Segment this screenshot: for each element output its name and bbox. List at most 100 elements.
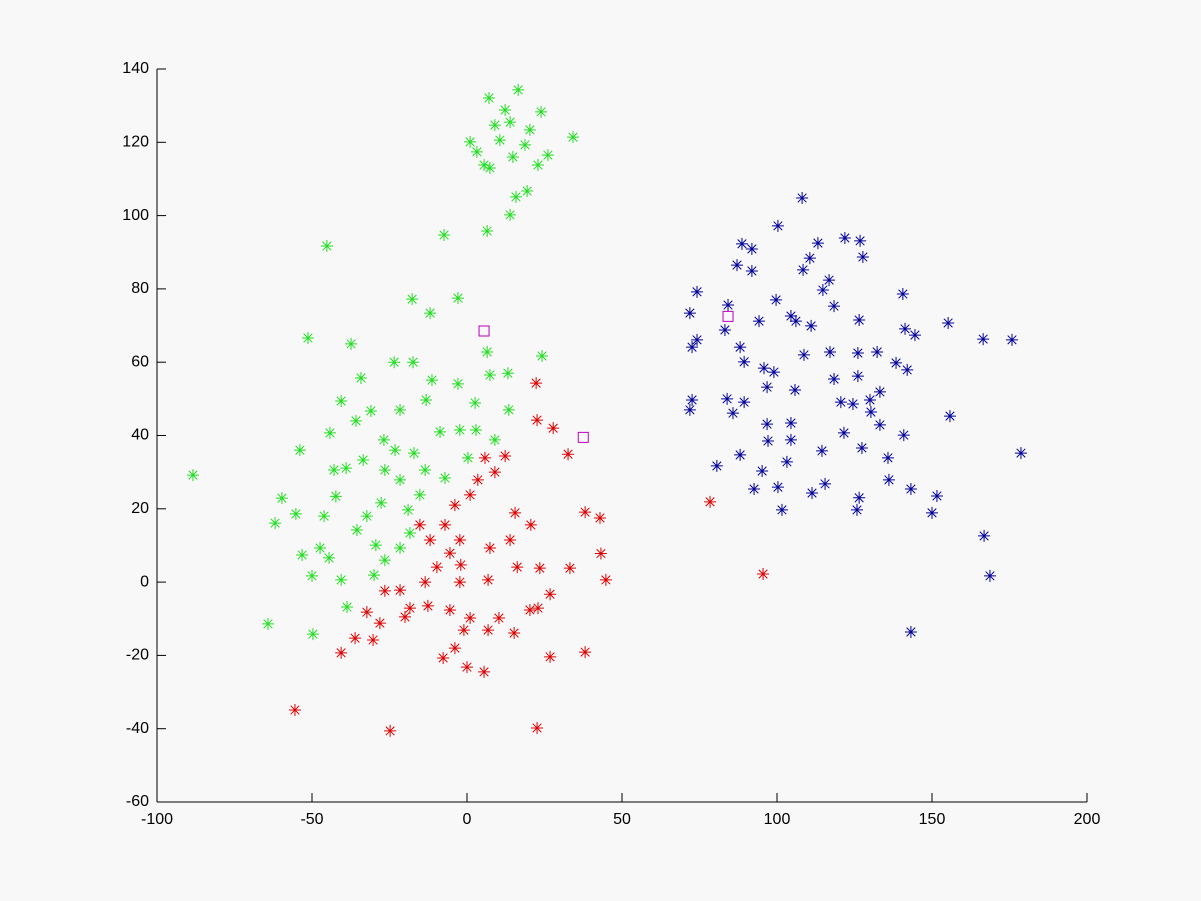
x-tick-label: 200 <box>1074 811 1101 828</box>
point <box>469 396 482 409</box>
point <box>704 495 717 508</box>
point <box>683 307 696 320</box>
point <box>745 264 758 277</box>
point <box>335 646 348 659</box>
point <box>438 472 451 485</box>
x-tick-label: 50 <box>613 811 631 828</box>
point <box>402 503 415 516</box>
point <box>828 373 841 386</box>
point <box>738 396 751 409</box>
point <box>335 395 348 408</box>
point <box>871 345 884 358</box>
point <box>828 300 841 313</box>
point <box>301 332 314 345</box>
point <box>499 450 512 463</box>
point <box>771 219 784 232</box>
point <box>978 529 991 542</box>
point <box>873 385 886 398</box>
x-tick-label: 150 <box>919 811 946 828</box>
point <box>837 426 850 439</box>
point <box>425 374 438 387</box>
point <box>722 310 734 322</box>
point <box>748 483 761 496</box>
point <box>403 526 416 539</box>
point <box>562 448 575 461</box>
point <box>443 603 456 616</box>
y-tick-label: 80 <box>131 280 149 297</box>
point <box>341 601 354 614</box>
point <box>508 627 521 640</box>
point <box>745 242 758 255</box>
point <box>789 315 802 328</box>
point <box>457 624 470 637</box>
point <box>430 561 443 574</box>
point <box>483 542 496 555</box>
point <box>536 349 549 362</box>
point <box>738 355 751 368</box>
point <box>478 325 490 337</box>
point <box>501 367 514 380</box>
point <box>464 135 477 148</box>
point <box>816 284 829 296</box>
point <box>306 628 319 641</box>
point <box>399 610 411 623</box>
point <box>901 363 914 376</box>
x-tick-label: 0 <box>463 811 472 828</box>
point <box>511 561 524 574</box>
point <box>373 617 386 630</box>
point <box>683 403 696 416</box>
point <box>806 487 819 500</box>
point <box>834 396 847 409</box>
point <box>478 159 491 172</box>
point <box>504 116 517 129</box>
point <box>354 371 367 384</box>
point <box>805 319 818 332</box>
point <box>882 473 895 486</box>
point <box>320 240 333 253</box>
point <box>851 370 864 383</box>
point <box>823 274 836 287</box>
point <box>314 542 327 555</box>
point <box>710 459 723 472</box>
point <box>788 384 801 397</box>
point <box>544 650 557 663</box>
point <box>579 506 592 519</box>
point <box>453 576 466 589</box>
point <box>378 554 391 567</box>
point <box>734 448 747 461</box>
point <box>488 466 501 479</box>
point <box>369 539 382 552</box>
point <box>378 463 391 476</box>
point <box>469 424 482 437</box>
point <box>563 562 576 575</box>
point <box>367 634 380 647</box>
point <box>784 433 797 446</box>
point <box>873 418 886 431</box>
point <box>908 329 921 342</box>
point <box>502 403 515 416</box>
point <box>535 105 548 118</box>
point <box>448 642 461 655</box>
point <box>577 431 589 443</box>
point <box>407 447 420 460</box>
y-tick-label: -40 <box>126 720 149 737</box>
point <box>413 488 426 501</box>
point <box>329 490 342 503</box>
point <box>691 285 704 298</box>
point <box>394 403 407 416</box>
point <box>797 348 810 361</box>
point <box>518 138 531 151</box>
point <box>686 393 699 406</box>
point <box>504 208 517 221</box>
y-tick-label: 100 <box>122 207 149 224</box>
point <box>856 251 869 264</box>
point <box>434 425 447 438</box>
point <box>784 417 797 430</box>
point <box>357 454 370 467</box>
point <box>406 293 419 306</box>
point <box>461 661 473 674</box>
point <box>721 392 734 405</box>
point <box>478 665 491 678</box>
point <box>796 192 809 205</box>
